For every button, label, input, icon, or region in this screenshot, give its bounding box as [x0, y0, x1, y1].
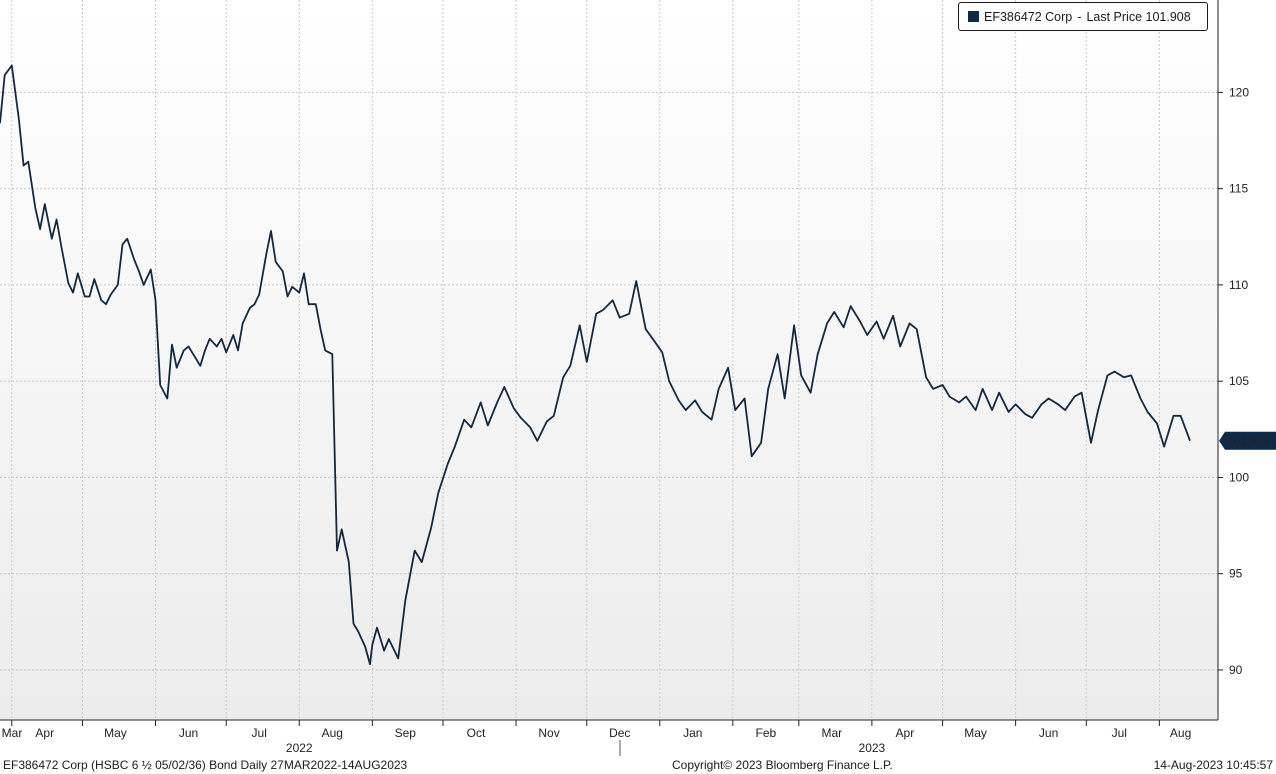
footer-timestamp: 14-Aug-2023 10:45:57 [1153, 758, 1273, 772]
footer-security-info: EF386472 Corp (HSBC 6 ½ 05/02/36) Bond D… [3, 758, 408, 772]
x-tick-label: Mar [821, 726, 842, 740]
price-series-line [0, 64, 1191, 666]
legend-ticker: EF386472 Corp [984, 9, 1073, 24]
x-tick-label: Feb [755, 726, 776, 740]
x-tick-label: May [964, 726, 987, 740]
y-tick-label: 115 [1229, 182, 1248, 196]
y-tick-label: 100 [1229, 470, 1249, 484]
x-tick-label: Nov [538, 726, 559, 740]
x-tick-label: Sep [395, 726, 417, 740]
legend-value: 101.908 [1145, 9, 1191, 24]
y-tick-label: 105 [1229, 374, 1249, 388]
legend-swatch [968, 11, 979, 22]
last-price-tag-bg [1219, 431, 1276, 450]
last-price-tag-label: 101.908 [1227, 434, 1271, 448]
last-price-tag: 101.908 [1219, 431, 1276, 450]
plot-area [0, 0, 1218, 720]
x-tick-label: Dec [609, 726, 630, 740]
x-tick-label: Jul [252, 726, 267, 740]
x-tick-label: Jun [179, 726, 198, 740]
x-tick-label: Jan [683, 726, 702, 740]
legend-box: EF386472 Corp - Last Price 101.908 [958, 2, 1208, 31]
x-year-label: 2022 [286, 741, 313, 755]
y-tick-label: 110 [1229, 278, 1248, 292]
legend-label: Last Price [1086, 9, 1143, 24]
y-tick-label: 90 [1229, 663, 1243, 677]
x-tick-label: Jul [1112, 726, 1127, 740]
x-year-label: 2023 [859, 741, 886, 755]
y-axis-ticks: 90 95 100 105 110 115 120 [1218, 85, 1249, 677]
y-tick-label: 95 [1229, 567, 1243, 581]
x-tick-label: Apr [896, 726, 915, 740]
x-tick-label: Mar [2, 726, 23, 740]
x-tick-label: Oct [467, 726, 486, 740]
footer-copyright: Copyright© 2023 Bloomberg Finance L.P. [672, 758, 893, 772]
x-tick-label: Apr [35, 726, 54, 740]
x-tick-label: May [104, 726, 127, 740]
legend-separator: - [1077, 9, 1082, 24]
x-tick-label: Aug [1170, 726, 1191, 740]
x-tick-label: Jun [1039, 726, 1058, 740]
x-axis-ticks: Mar Apr May Jun Jul Aug Sep Oct Nov Dec Jan Feb Mar A… [2, 720, 1191, 755]
x-tick-label: Aug [322, 726, 343, 740]
y-tick-label: 120 [1229, 85, 1249, 99]
